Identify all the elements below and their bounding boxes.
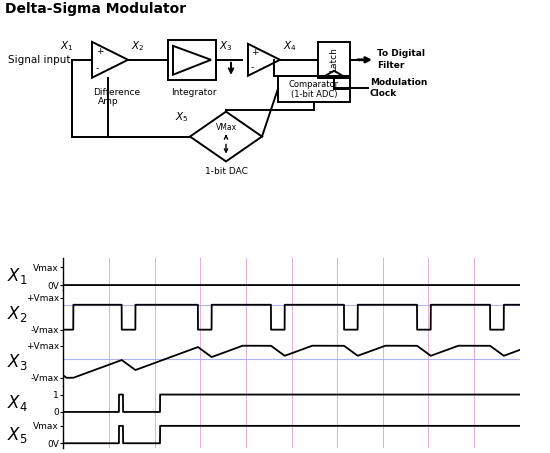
Text: Latch: Latch xyxy=(329,48,338,72)
Text: Amp: Amp xyxy=(98,96,119,106)
Text: Signal input,: Signal input, xyxy=(8,55,74,65)
Text: $X_1$: $X_1$ xyxy=(60,39,74,53)
Text: Integrator: Integrator xyxy=(171,88,217,96)
Text: +: + xyxy=(96,47,103,56)
Text: Modulation: Modulation xyxy=(370,78,427,87)
Polygon shape xyxy=(190,111,262,161)
Text: -: - xyxy=(251,63,254,72)
Text: VMax: VMax xyxy=(216,123,236,132)
Text: $X_3$: $X_3$ xyxy=(7,352,28,372)
Text: Clock: Clock xyxy=(370,89,397,98)
Bar xyxy=(318,42,350,78)
Bar xyxy=(168,40,216,80)
Text: 1-bit DAC: 1-bit DAC xyxy=(205,167,248,176)
Text: $X_2$: $X_2$ xyxy=(7,304,28,323)
Text: $X_3$: $X_3$ xyxy=(219,39,233,53)
Text: $X_4$: $X_4$ xyxy=(7,393,28,413)
Text: Delta-Sigma Modulator: Delta-Sigma Modulator xyxy=(5,2,186,16)
Bar xyxy=(278,76,350,101)
Polygon shape xyxy=(248,44,280,76)
Text: -: - xyxy=(96,64,99,73)
Polygon shape xyxy=(92,42,128,78)
Text: $X_1$: $X_1$ xyxy=(7,266,28,286)
Text: $X_4$: $X_4$ xyxy=(283,39,297,53)
Text: Filter: Filter xyxy=(377,61,404,70)
Text: Difference: Difference xyxy=(93,88,140,96)
Text: +: + xyxy=(251,48,258,58)
Text: $X_5$: $X_5$ xyxy=(175,111,189,125)
Text: Comparator: Comparator xyxy=(289,80,339,89)
Text: $X_2$: $X_2$ xyxy=(131,39,145,53)
Text: (1-bit ADC): (1-bit ADC) xyxy=(291,90,337,99)
Text: To Digital: To Digital xyxy=(377,49,425,58)
Text: $X_5$: $X_5$ xyxy=(7,424,28,444)
